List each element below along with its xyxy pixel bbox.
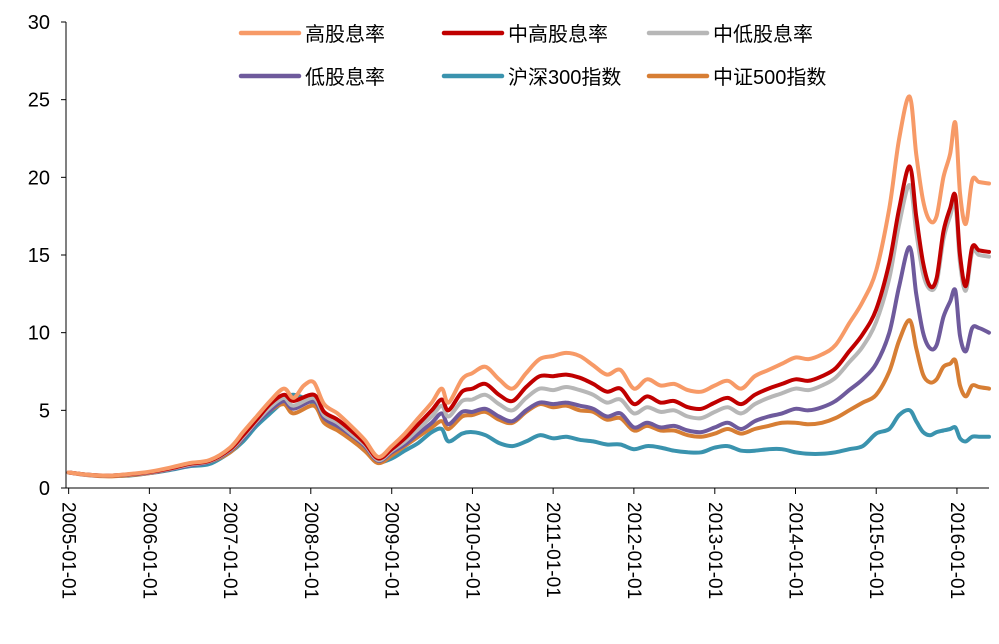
x-tick-label: 2013-01-01 bbox=[704, 502, 725, 599]
legend-label-2: 中高股息率 bbox=[508, 23, 608, 46]
legend-label-3: 中低股息率 bbox=[713, 23, 813, 46]
x-tick-label: 2016-01-01 bbox=[946, 502, 967, 599]
legend-label-4: 低股息率 bbox=[305, 66, 385, 89]
x-tick-label: 2005-01-01 bbox=[58, 502, 79, 599]
axes: 0 5 10 15 20 25 30 2005-01-01 2006-01-01 2007-01-… bbox=[28, 12, 989, 599]
legend-label-6: 中证500指数 bbox=[713, 66, 826, 89]
x-tick-label: 2012-01-01 bbox=[623, 502, 644, 599]
series-line-2 bbox=[66, 164, 991, 478]
x-tick-label: 2008-01-01 bbox=[300, 502, 321, 599]
x-tick-label: 2009-01-01 bbox=[381, 502, 402, 599]
y-tick-label: 0 bbox=[39, 478, 50, 500]
series-line-6 bbox=[66, 318, 991, 479]
series-lines bbox=[66, 94, 991, 479]
series-line-3 bbox=[66, 183, 991, 478]
y-tick-label: 30 bbox=[28, 12, 50, 34]
y-tick-label: 15 bbox=[28, 245, 50, 267]
legend-label-1: 高股息率 bbox=[305, 23, 385, 46]
y-tick-label: 10 bbox=[28, 323, 50, 345]
y-tick-label: 5 bbox=[39, 400, 50, 422]
y-tick-label: 20 bbox=[28, 167, 50, 189]
x-tick-label: 2010-01-01 bbox=[461, 502, 482, 599]
legend-label-5: 沪深300指数 bbox=[508, 66, 621, 89]
series-line-4 bbox=[66, 245, 991, 478]
x-tick-label: 2006-01-01 bbox=[138, 502, 159, 599]
x-tick-label: 2015-01-01 bbox=[865, 502, 886, 599]
x-tick-label: 2014-01-01 bbox=[785, 502, 806, 599]
series-line-1 bbox=[66, 94, 991, 478]
x-tick-label: 2011-01-01 bbox=[542, 502, 563, 598]
y-tick-label: 25 bbox=[28, 90, 50, 112]
x-tick-label: 2007-01-01 bbox=[219, 502, 240, 599]
